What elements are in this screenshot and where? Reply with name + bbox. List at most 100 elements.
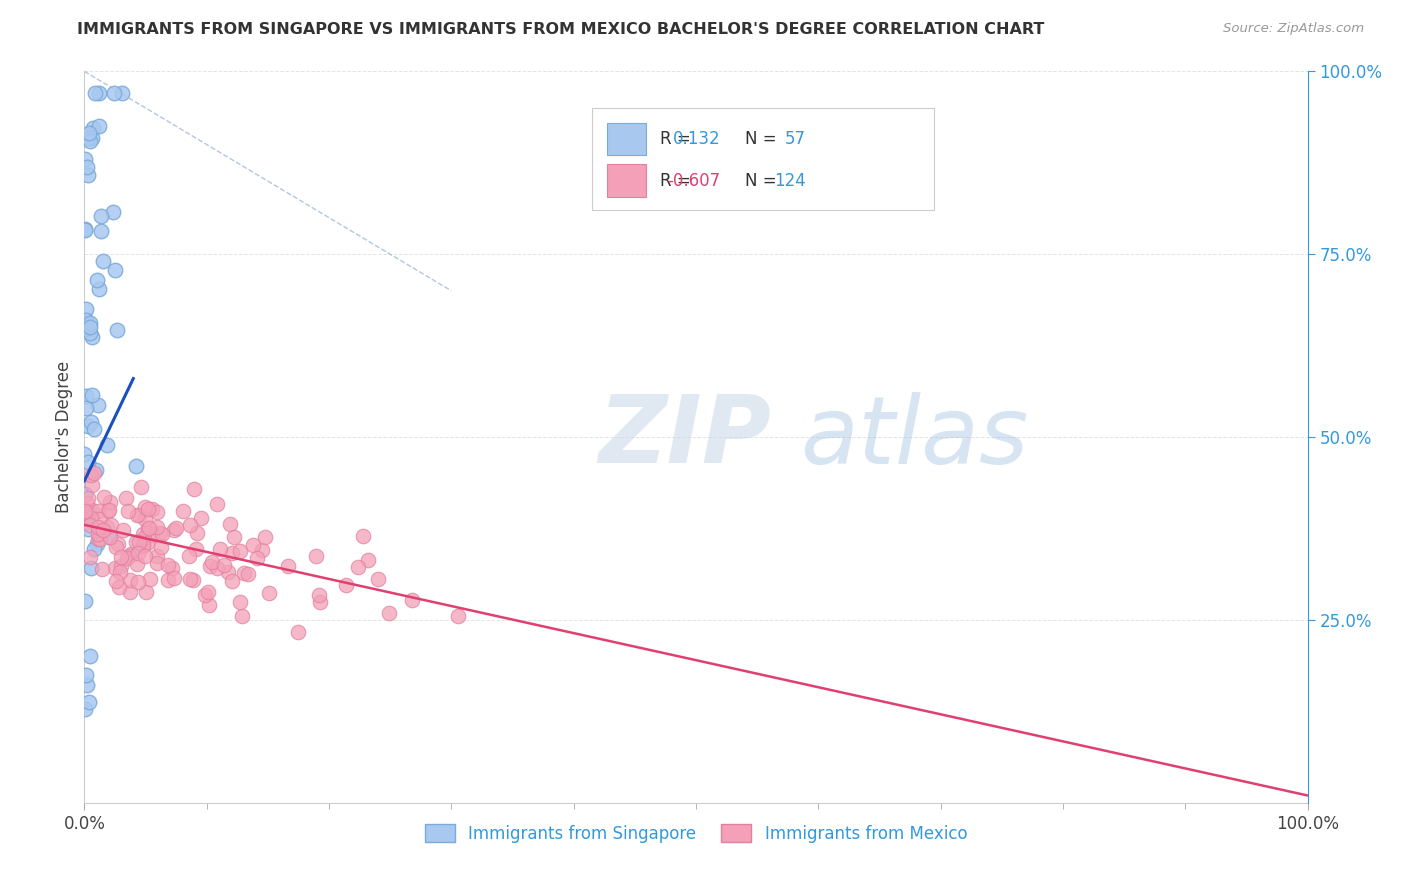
Point [77,506,100,520]
Point [107,536,129,550]
Point [146,520,169,534]
Point [163,571,186,585]
Point [205,561,228,575]
Point [135,535,157,549]
Point [80,503,103,517]
Point [160,561,183,575]
Point [82,131,104,145]
Point [146,505,169,519]
Point [79,415,101,429]
Point [79,316,101,330]
Point [134,500,156,514]
Point [179,549,201,564]
Point [73,222,96,236]
Point [229,544,252,558]
Point [217,565,239,579]
Point [89,532,111,546]
Point [127,575,149,590]
Point [378,606,401,620]
Point [114,491,136,506]
Text: N =: N = [745,172,776,190]
Point [401,593,423,607]
Point [98,503,121,517]
Point [128,508,150,522]
Point [87,532,110,546]
Point [77,491,100,506]
Point [222,530,245,544]
Point [111,87,134,101]
Point [82,120,104,135]
Point [242,538,264,552]
Point [73,322,96,336]
Point [79,319,101,334]
Point [79,126,101,140]
Point [163,524,186,538]
Point [97,530,120,544]
Point [149,541,172,555]
Text: 0.132: 0.132 [673,130,720,148]
Point [135,585,157,599]
FancyBboxPatch shape [592,108,935,211]
Point [87,87,110,101]
Text: N =: N = [745,130,776,148]
Point [93,490,115,504]
Point [82,478,104,492]
Point [76,455,98,469]
Point [229,594,252,608]
Point [118,585,141,599]
Point [79,648,101,663]
Point [108,580,131,594]
Point [238,567,260,582]
Point [77,505,100,519]
Point [447,608,470,623]
Point [141,527,163,541]
Point [367,572,389,586]
Point [86,398,108,412]
Text: 57: 57 [785,130,806,148]
Point [87,520,110,534]
Point [100,518,122,533]
Point [76,419,98,434]
Y-axis label: Bachelor's Degree: Bachelor's Degree [55,361,73,513]
Point [110,565,132,579]
Point [91,562,114,576]
Point [80,468,103,483]
Point [80,510,103,524]
Point [287,625,309,640]
Point [120,547,142,561]
Text: atlas: atlas [800,392,1028,483]
Point [219,516,242,531]
FancyBboxPatch shape [606,164,645,197]
Point [221,574,243,588]
Point [357,553,380,567]
Point [352,528,374,542]
Point [198,559,221,574]
Point [75,320,97,334]
Point [90,223,112,237]
Point [105,323,128,337]
Point [84,463,107,477]
Point [101,205,124,219]
Point [83,542,105,557]
Point [87,512,110,526]
Point [75,401,97,415]
Point [80,388,103,402]
Point [194,589,217,603]
Point [252,542,274,557]
Point [212,558,235,572]
Text: ZIP: ZIP [598,391,770,483]
Point [205,497,228,511]
Point [115,551,138,566]
Point [75,152,97,166]
Point [86,273,108,287]
Point [104,263,127,277]
Text: Source: ZipAtlas.com: Source: ZipAtlas.com [1223,22,1364,36]
Text: 124: 124 [775,172,806,190]
Point [125,535,148,549]
Point [73,506,96,520]
Point [277,558,299,573]
Point [134,512,156,526]
Point [75,389,97,403]
Point [79,518,101,533]
Point [184,541,207,556]
